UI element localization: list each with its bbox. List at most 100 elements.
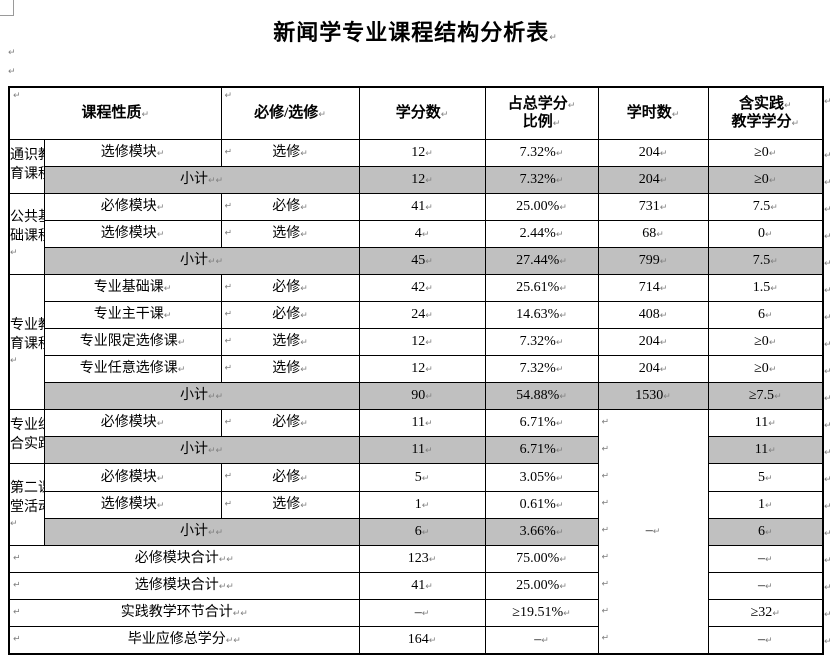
return-mark-icon: ↵ xyxy=(224,227,233,238)
subtotal-row: 小计↵↵ 45↵ 27.44%↵ 799↵ 7.5↵ xyxy=(9,246,824,275)
return-mark-icon: ↵ xyxy=(300,148,308,159)
cell-hours: 204↵ xyxy=(597,327,709,356)
return-mark-icon: ↵ xyxy=(224,499,233,510)
return-mark-icon: ↵ xyxy=(824,583,830,593)
page-title-text: 新闻学专业课程结构分析表 xyxy=(273,20,550,45)
return-mark-icon: ↵ xyxy=(764,501,773,512)
cell-pct: 7.32%↵ xyxy=(484,327,599,356)
cell-hours: 731↵ xyxy=(597,192,709,221)
return-mark-icon: ↵ xyxy=(824,340,830,350)
return-mark-icon: ↵ xyxy=(824,286,830,296)
cell-credits: 11↵ xyxy=(358,435,486,464)
table-row: 专业主干课↵ ↵ 必修↵ 24↵ 14.63%↵ 408↵ 6↵ xyxy=(9,300,824,329)
return-mark-icon: ↵ xyxy=(421,528,430,539)
cell-practice: 1.5↵ xyxy=(707,273,824,302)
cell-module: 必修模块↵ xyxy=(43,462,222,492)
cell-credits: 1↵ xyxy=(358,491,486,519)
return-mark-icon: ↵ xyxy=(768,445,776,456)
cell-summary-label: ↵ 实践教学环节合计↵↵ xyxy=(8,599,360,627)
return-mark-icon: ↵ xyxy=(768,175,777,186)
return-mark-icon: ↵ xyxy=(300,202,308,213)
return-mark-icon: ↵ xyxy=(177,364,186,375)
return-mark-icon: ↵ xyxy=(13,580,21,591)
cell-type: ↵ 必修↵ xyxy=(220,408,360,437)
return-mark-icon: ↵ xyxy=(215,256,224,267)
return-mark-icon: ↵ xyxy=(555,445,564,456)
cell-pct: 7.32%↵ xyxy=(484,354,599,383)
cell-pct: 75.00%↵ xyxy=(484,545,599,573)
return-mark-icon: ↵ xyxy=(156,473,165,484)
return-mark-icon: ↵ xyxy=(207,256,216,267)
return-mark-icon: ↵ xyxy=(559,555,567,566)
return-mark-icon: ↵ xyxy=(224,416,233,427)
return-mark-icon: ↵ xyxy=(215,528,224,539)
return-mark-icon: ↵ xyxy=(770,283,778,294)
return-mark-icon: ↵ xyxy=(555,337,564,348)
cell-credits: 12↵ xyxy=(358,327,486,356)
return-mark-icon: ↵ xyxy=(659,148,668,159)
return-mark-icon: ↵ xyxy=(764,310,773,321)
return-mark-icon: ↵ xyxy=(218,582,227,593)
cell-type: ↵ 选修↵ xyxy=(220,327,360,356)
cell-type: ↵ 选修↵ xyxy=(220,219,360,248)
return-mark-icon: ↵ xyxy=(300,337,308,348)
return-mark-icon: ↵ xyxy=(772,609,780,620)
return-mark-icon: ↵ xyxy=(226,555,234,566)
header-practice: 含实践↵ 教学学分↵ xyxy=(707,86,824,140)
cell-pct: 14.63%↵ xyxy=(484,300,599,329)
return-mark-icon: ↵ xyxy=(659,337,668,348)
return-mark-icon: ↵ xyxy=(141,109,150,120)
cell-practice: 6↵ xyxy=(707,518,824,546)
cell-type: ↵ 必修↵ xyxy=(220,192,360,221)
return-mark-icon: ↵ xyxy=(601,552,610,563)
row-end-marks-gutter: ↵ ↵ ↵ ↵ ↵ ↵ ↵ ↵ ↵ ↵ ↵ ↵ ↵ ↵ ↵ ↵ ↵ ↵ ↵ ↵ xyxy=(824,86,830,653)
cell-credits: 41↵ xyxy=(358,572,486,600)
header-required-elective: ↵ 必修/选修↵ xyxy=(220,86,360,140)
cell-pct: 3.66%↵ xyxy=(484,518,599,546)
cell-hours: 1530↵ xyxy=(597,381,709,410)
return-mark-icon: ↵ xyxy=(300,501,308,512)
return-mark-icon: ↵ xyxy=(764,528,773,539)
return-mark-icon: ↵ xyxy=(215,445,224,456)
return-mark-icon: ↵ xyxy=(824,475,830,485)
return-mark-icon: ↵ xyxy=(601,633,610,644)
cell-module: 专业任意选修课↵ xyxy=(43,354,222,383)
return-mark-icon: ↵ xyxy=(425,364,433,375)
table-row: 专业教↵ 育课程↵ ↵ 专业基础课↵ ↵必修↵ 42↵ 25.61%↵ 714↵… xyxy=(8,273,824,410)
return-mark-icon: ↵ xyxy=(783,100,792,111)
return-mark-icon: ↵ xyxy=(156,229,165,240)
return-mark-icon: ↵ xyxy=(232,609,241,620)
subtotal-row: 小计↵↵ 12↵ 7.32%↵ 204↵ ≥0↵ xyxy=(9,165,824,194)
cell-practice: ≥7.5↵ xyxy=(707,381,824,410)
header-pct: 占总学分↵ 比例↵ xyxy=(484,86,599,140)
return-mark-icon: ↵ xyxy=(555,501,564,512)
cell-module: 必修模块↵ xyxy=(43,408,222,437)
return-mark-icon: ↵ xyxy=(425,391,433,402)
return-mark-icon: ↵ xyxy=(601,471,610,482)
return-mark-icon: ↵ xyxy=(559,582,567,593)
cell-credits: 11↵ xyxy=(358,408,486,437)
return-mark-icon: ↵ xyxy=(764,582,773,593)
cell-credits: 12↵ xyxy=(358,138,486,167)
return-mark-icon: ↵ xyxy=(300,310,308,321)
return-mark-icon: ↵ xyxy=(425,256,433,267)
cell-summary-label: ↵ 必修模块合计↵↵ xyxy=(8,545,360,573)
cell-pct: 25.61%↵ xyxy=(484,273,599,302)
return-mark-icon: ↵ xyxy=(13,607,21,618)
return-mark-icon: ↵ xyxy=(764,555,773,566)
cell-subtotal-label: 小计↵↵ xyxy=(43,518,360,546)
return-mark-icon: ↵ xyxy=(768,364,777,375)
cell-subtotal-label: 小计↵↵ xyxy=(43,246,360,275)
cell-hours: 204↵ xyxy=(597,354,709,383)
cell-practice: 1↵ xyxy=(707,491,824,519)
return-mark-icon: ↵ xyxy=(163,310,172,321)
cell-summary-label: ↵ 选修模块合计↵↵ xyxy=(8,572,360,600)
return-mark-icon: ↵ xyxy=(300,473,308,484)
cell-credits: 42↵ xyxy=(358,273,486,302)
return-mark-icon: ↵ xyxy=(555,473,564,484)
cell-credits: 5↵ xyxy=(358,462,486,492)
return-mark-icon: ↵ xyxy=(559,202,567,213)
header-hours: 学时数↵ xyxy=(597,86,709,140)
header-course-nature: ↵ 课程性质↵ xyxy=(8,86,222,140)
